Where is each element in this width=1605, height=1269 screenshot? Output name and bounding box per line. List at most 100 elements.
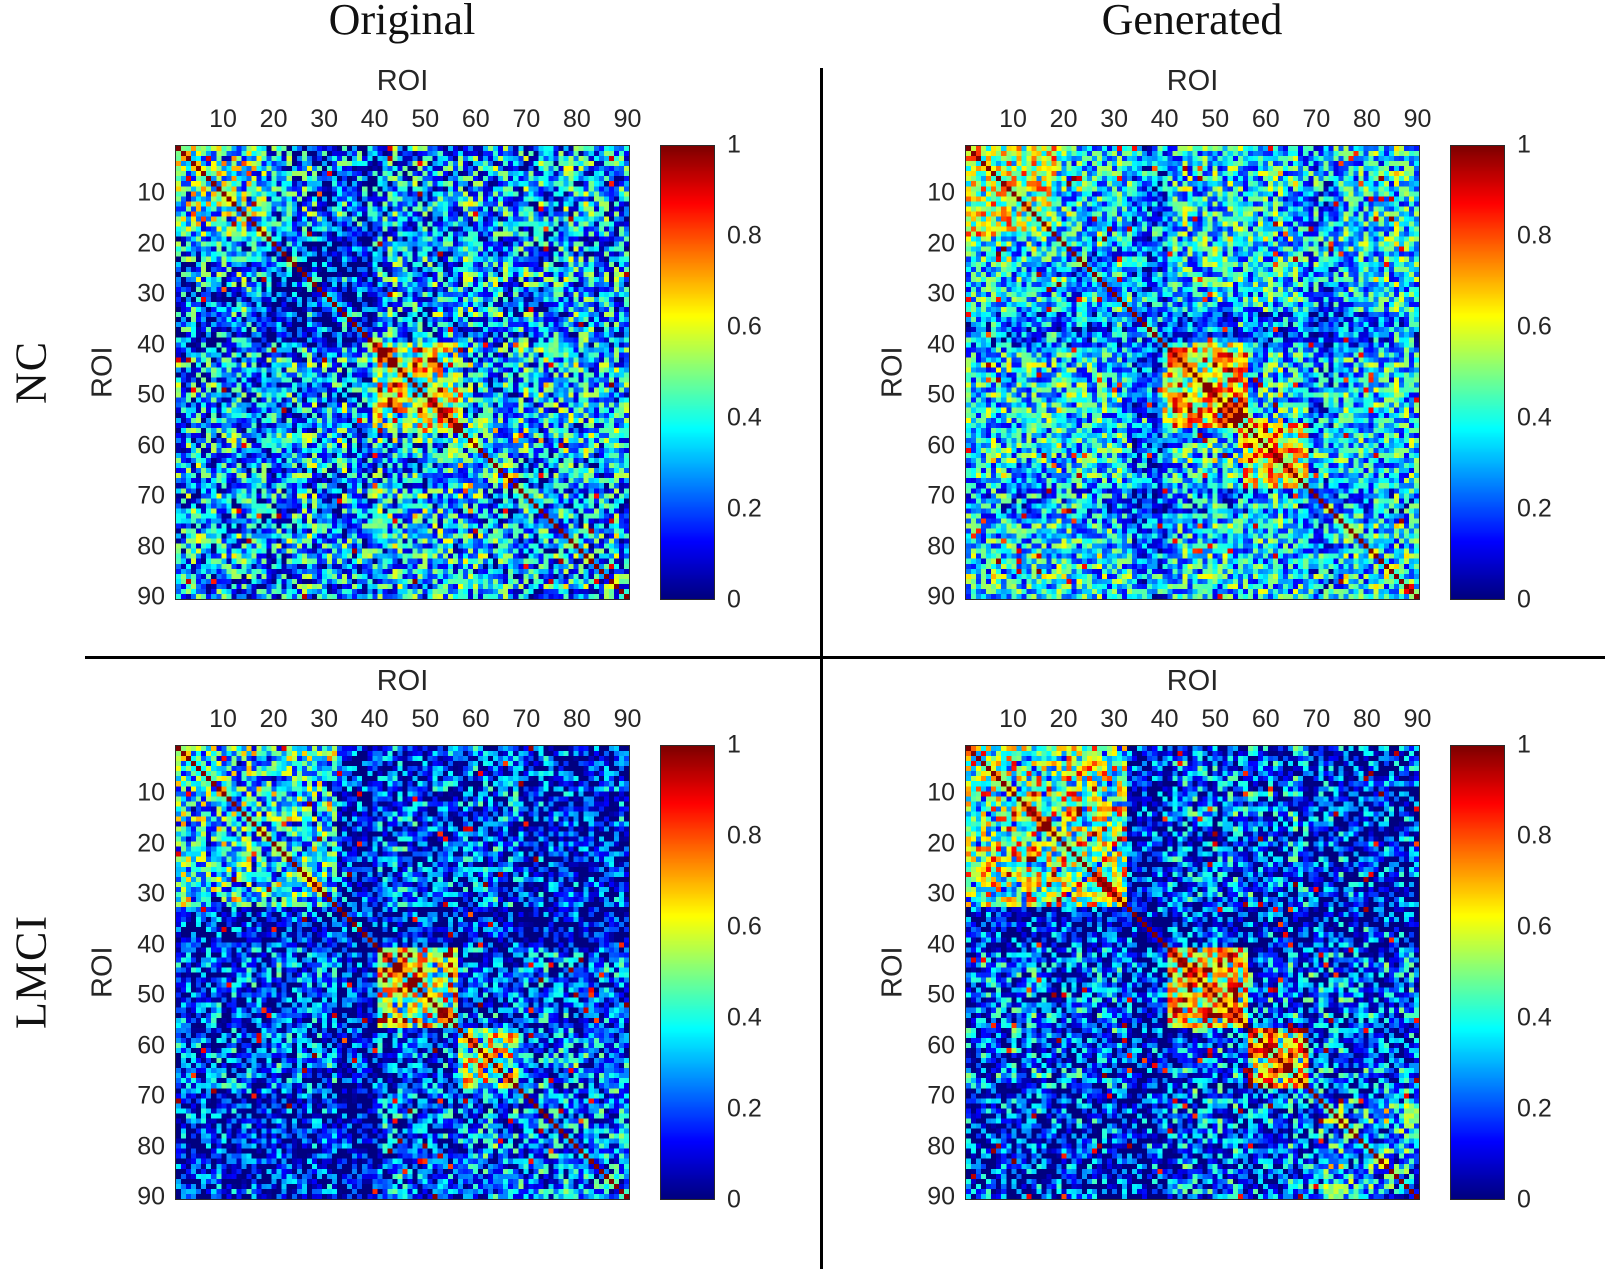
y-tick-label: 90	[927, 1182, 955, 1211]
column-divider-line	[820, 68, 823, 1269]
x-tick-label: 40	[360, 105, 389, 133]
heatmap-frame	[175, 145, 630, 600]
x-tick-label: 80	[563, 705, 591, 733]
colorbar-gradient	[1451, 146, 1504, 599]
colorbar-gradient	[661, 146, 714, 599]
column-title-original: Original	[328, 0, 476, 44]
colorbar-tick-label: 1	[727, 730, 741, 759]
colorbar-tick-label: 0.2	[1517, 494, 1552, 523]
panel-nc-generated: ROI 10 20 30 40 50 60 70 80 90 ROI 10 20 30 40 50 60 7…	[875, 65, 1577, 614]
y-tick-label: 90	[927, 582, 955, 611]
x-tick-label: 90	[613, 705, 642, 733]
x-tick-label: 60	[1251, 105, 1280, 133]
x-tick-label: 50	[411, 705, 440, 733]
colorbar-tick-labels: 1 0.8 0.6 0.4 0.2 0	[1517, 731, 1577, 1214]
y-axis-title: ROI	[876, 346, 909, 399]
x-tick-label: 50	[1201, 705, 1230, 733]
panel-nc-original: ROI 10 20 30 40 50 60 70 80 90 ROI 10 20 30 40 50 60 7…	[85, 65, 787, 614]
colorbar-frame	[660, 745, 715, 1200]
y-tick-label: 80	[927, 532, 955, 561]
colorbar-tick-labels: 1 0.8 0.6 0.4 0.2 0	[1517, 131, 1577, 614]
x-tick-label: 50	[1201, 105, 1230, 133]
colorbar-tick-label: 0	[727, 585, 741, 614]
panel-lmci-original: ROI 10 20 30 40 50 60 70 80 90 ROI 10 20 30 40 50 60 7…	[85, 665, 787, 1214]
colorbar-tick-label: 0.2	[727, 1094, 762, 1123]
x-tick-label: 60	[1251, 705, 1280, 733]
x-tick-label: 80	[1353, 705, 1381, 733]
colorbar-tick-label: 0.8	[1517, 221, 1552, 250]
y-tick-label: 80	[927, 1132, 955, 1161]
x-tick-label: 40	[1150, 105, 1179, 133]
y-axis-tick-labels: 10 20 30 40 50 60 70 80 90	[119, 745, 169, 1211]
heatmap-canvas	[176, 146, 629, 599]
y-tick-label: 50	[137, 380, 165, 409]
y-tick-label: 20	[137, 829, 165, 858]
x-tick-label: 40	[360, 705, 389, 733]
colorbar-tick-label: 0.6	[727, 312, 762, 341]
colorbar-gradient	[1451, 746, 1504, 1199]
colorbar-tick-label: 0	[727, 1185, 741, 1214]
colorbar-tick-label: 0.2	[1517, 1094, 1552, 1123]
panel-lmci-generated: ROI 10 20 30 40 50 60 70 80 90 ROI 10 20 30 40 50 60 7…	[875, 665, 1577, 1214]
colorbar-tick-label: 0.4	[727, 1003, 762, 1032]
colorbar-tick-label: 0.6	[1517, 312, 1552, 341]
x-tick-label: 10	[209, 105, 237, 133]
x-tick-label: 30	[1100, 705, 1129, 733]
heatmap-canvas	[966, 746, 1419, 1199]
y-tick-label: 30	[927, 279, 955, 308]
colorbar-tick-label: 0.4	[1517, 403, 1552, 432]
x-axis-title: ROI	[1166, 65, 1219, 97]
colorbar-tick-label: 1	[1517, 730, 1531, 759]
x-axis-tick-labels: 10 20 30 40 50 60 70 80 90	[965, 105, 1431, 135]
colorbar-tick-labels: 1 0.8 0.6 0.4 0.2 0	[727, 131, 787, 614]
heatmap-frame	[965, 745, 1420, 1200]
y-tick-label: 80	[137, 532, 165, 561]
x-axis-title: ROI	[376, 665, 429, 697]
colorbar-tick-label: 1	[1517, 130, 1531, 159]
y-tick-label: 60	[927, 431, 955, 460]
y-tick-label: 40	[137, 930, 165, 959]
colorbar-frame	[1450, 745, 1505, 1200]
x-axis-tick-labels: 10 20 30 40 50 60 70 80 90	[175, 705, 641, 735]
y-tick-label: 60	[927, 1031, 955, 1060]
y-tick-label: 70	[137, 481, 165, 510]
x-tick-label: 90	[1403, 105, 1432, 133]
y-tick-label: 30	[137, 879, 165, 908]
colorbar-tick-labels: 1 0.8 0.6 0.4 0.2 0	[727, 731, 787, 1214]
heatmap-frame	[175, 745, 630, 1200]
x-tick-label: 20	[1049, 705, 1078, 733]
y-tick-label: 50	[927, 980, 955, 1009]
heatmap-canvas	[966, 146, 1419, 599]
y-tick-label: 20	[137, 229, 165, 258]
x-tick-label: 10	[999, 705, 1027, 733]
x-tick-label: 70	[1302, 705, 1331, 733]
colorbar-tick-label: 0.4	[727, 403, 762, 432]
y-axis-title: ROI	[86, 346, 119, 399]
row-divider-line	[85, 656, 1605, 659]
colorbar-tick-label: 0.4	[1517, 1003, 1552, 1032]
y-tick-label: 70	[137, 1081, 165, 1110]
colorbar-tick-label: 0.8	[1517, 821, 1552, 850]
y-tick-label: 30	[137, 279, 165, 308]
x-tick-label: 80	[1353, 105, 1381, 133]
x-tick-label: 90	[613, 105, 642, 133]
y-tick-label: 20	[927, 829, 955, 858]
x-axis-title: ROI	[376, 65, 429, 97]
colorbar-tick-label: 0.2	[727, 494, 762, 523]
y-axis-title: ROI	[86, 946, 119, 999]
x-axis-title: ROI	[1166, 665, 1219, 697]
colorbar-tick-label: 0.6	[1517, 912, 1552, 941]
y-tick-label: 30	[927, 879, 955, 908]
x-axis-tick-labels: 10 20 30 40 50 60 70 80 90	[175, 105, 641, 135]
y-tick-label: 10	[137, 178, 165, 207]
column-title-generated: Generated	[1101, 0, 1283, 44]
y-tick-label: 40	[927, 930, 955, 959]
y-tick-label: 40	[927, 330, 955, 359]
y-tick-label: 10	[927, 178, 955, 207]
y-tick-label: 10	[927, 778, 955, 807]
colorbar-tick-label: 0	[1517, 585, 1531, 614]
y-tick-label: 90	[137, 582, 165, 611]
y-axis-tick-labels: 10 20 30 40 50 60 70 80 90	[909, 145, 959, 611]
x-tick-label: 40	[1150, 705, 1179, 733]
x-tick-label: 70	[512, 705, 541, 733]
